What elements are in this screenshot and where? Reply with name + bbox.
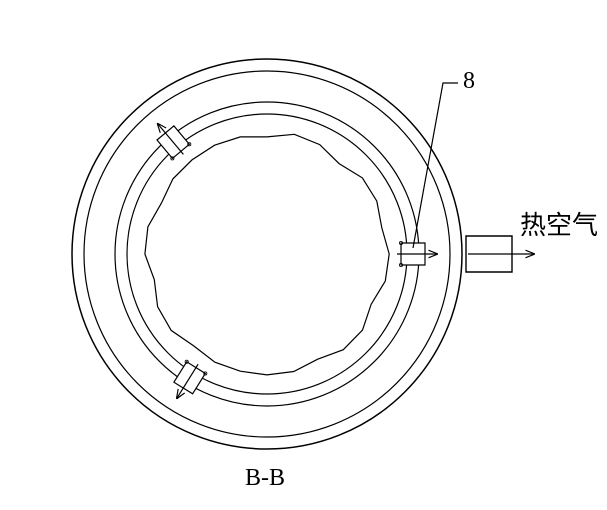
- nozzles-group: [157, 124, 534, 398]
- callout-leader: [413, 83, 458, 248]
- section-view-diagram: 8 热空气 B-B: [0, 0, 607, 510]
- callout-number-8: 8: [463, 68, 475, 95]
- section-label: B-B: [245, 465, 285, 492]
- hot-air-label: 热空气: [520, 205, 598, 242]
- diagram-svg: [0, 0, 607, 510]
